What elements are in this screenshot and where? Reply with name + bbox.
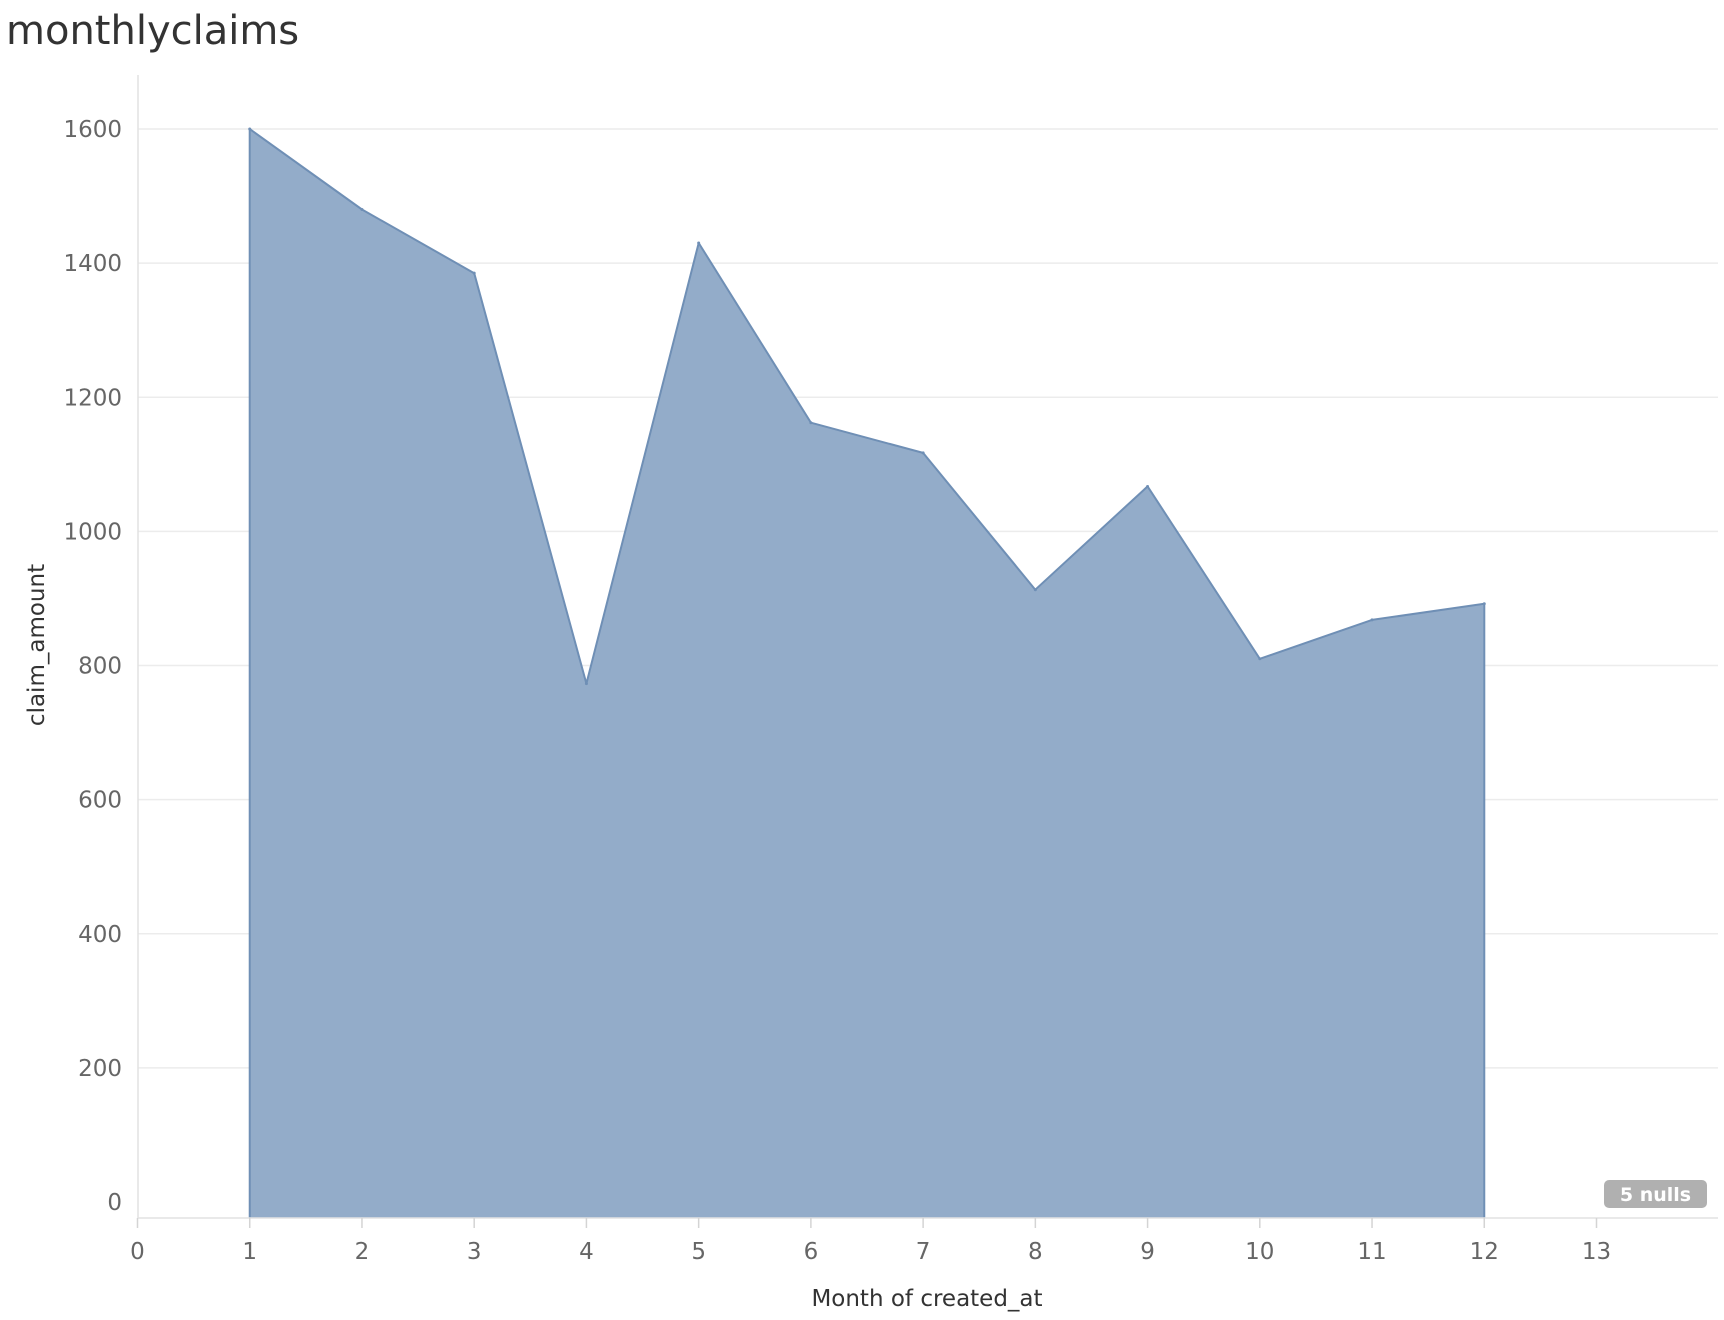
y-tick-label: 0 — [107, 1190, 122, 1216]
y-tick-label: 1600 — [63, 117, 122, 143]
data-point-month-5[interactable] — [697, 241, 701, 245]
data-point-month-7[interactable] — [921, 451, 925, 455]
x-tick-label: 9 — [1140, 1239, 1155, 1265]
null-indicator[interactable]: 5 nulls — [1604, 1180, 1707, 1208]
data-point-month-12[interactable] — [1482, 602, 1486, 606]
y-tick-label: 1200 — [63, 385, 122, 411]
data-point-month-8[interactable] — [1033, 588, 1037, 592]
area-fill — [249, 129, 1485, 1218]
data-point-month-10[interactable] — [1258, 657, 1262, 661]
null-badge[interactable] — [1604, 1180, 1707, 1208]
data-point-month-2[interactable] — [360, 207, 364, 211]
data-point-month-9[interactable] — [1146, 484, 1150, 488]
x-tick-label: 0 — [130, 1239, 145, 1265]
data-point-month-6[interactable] — [809, 421, 813, 425]
area-series — [248, 127, 1486, 1219]
y-tick-label: 1000 — [63, 519, 122, 545]
data-point-month-11[interactable] — [1370, 618, 1374, 622]
data-point-month-4[interactable] — [584, 682, 588, 686]
x-tick-label: 11 — [1357, 1239, 1386, 1265]
x-tick-label: 7 — [916, 1239, 931, 1265]
y-tick-label: 600 — [78, 788, 122, 814]
x-tick-label: 10 — [1245, 1239, 1274, 1265]
data-point-month-1[interactable] — [248, 127, 252, 131]
x-tick-label: 2 — [355, 1239, 370, 1265]
y-tick-label: 200 — [78, 1056, 122, 1082]
x-tick-label: 5 — [691, 1239, 706, 1265]
x-tick-label: 12 — [1470, 1239, 1499, 1265]
data-point-month-3[interactable] — [472, 271, 476, 275]
x-axis-title: Month of created_at — [811, 1286, 1042, 1312]
x-tick-label: 3 — [467, 1239, 482, 1265]
null-badge-label: 5 nulls — [1620, 1184, 1691, 1206]
area-outline — [248, 128, 1486, 1219]
x-tick-label: 6 — [804, 1239, 819, 1265]
y-axis-title: claim_amount — [24, 564, 50, 726]
y-tick-label: 1400 — [63, 251, 122, 277]
y-axis-ticks: 0 200 400 600 800 1000 1200 1400 1600 — [63, 117, 122, 1216]
x-tick-label: 1 — [242, 1239, 257, 1265]
y-tick-label: 800 — [78, 654, 122, 680]
x-tick-label: 13 — [1582, 1239, 1611, 1265]
x-axis-ticks: 0 1 2 3 4 5 6 7 8 9 10 11 12 13 — [130, 1218, 1611, 1265]
x-tick-label: 4 — [579, 1239, 594, 1265]
y-tick-label: 400 — [78, 922, 122, 948]
x-tick-label: 8 — [1028, 1239, 1043, 1265]
chart-title: monthlyclaims — [6, 8, 299, 54]
